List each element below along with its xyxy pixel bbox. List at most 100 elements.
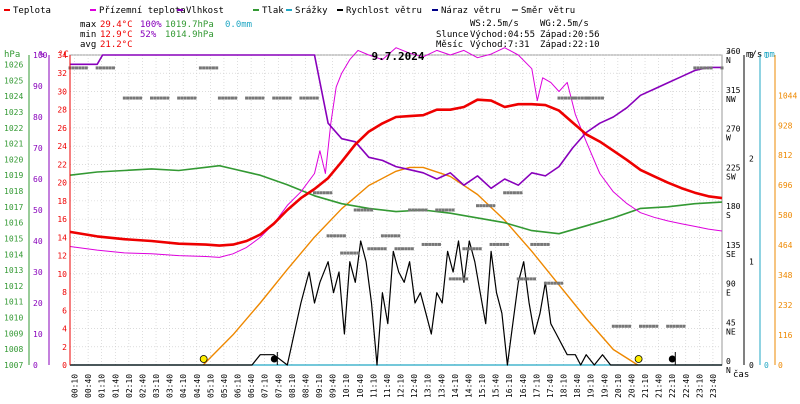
moon-set: Západ:22:10: [540, 40, 600, 50]
wind-dir-point: [618, 324, 622, 328]
wind-dir-point: [336, 234, 340, 238]
wind-dir-point: [404, 247, 408, 251]
wind-dir-point: [408, 208, 412, 212]
wind-dir-point: [208, 66, 212, 70]
svg-text:Tlak: Tlak: [262, 6, 284, 16]
tick-label: 19:40: [600, 374, 609, 398]
tick-label: 1013: [4, 266, 23, 275]
tick-label: 12: [57, 252, 67, 261]
wind-dir-point: [139, 96, 143, 100]
wind-dir-point: [108, 66, 112, 70]
tick-label: 100: [33, 51, 48, 60]
wind-dir-point: [465, 277, 469, 281]
tick-label: 1017: [4, 203, 23, 212]
wind-dir-point: [126, 96, 130, 100]
wind-dir-point: [462, 247, 466, 251]
tick-label: 464: [778, 241, 793, 250]
wind-dir-point: [282, 96, 286, 100]
sun-set: Západ:20:56: [540, 30, 600, 40]
ground-temp-line: [69, 47, 723, 258]
tick-label: 30: [57, 87, 67, 96]
svg-text:Vlhkost: Vlhkost: [186, 6, 224, 16]
wind-dir-point: [567, 96, 571, 100]
chart-title: 9.7.2024: [372, 50, 425, 63]
wind-dir-point: [329, 191, 333, 195]
wind-dir-point: [363, 208, 367, 212]
stats-min-press: 1014.9hPa: [165, 30, 214, 40]
grid: [69, 54, 723, 366]
tick-label: 26: [57, 124, 67, 133]
wind-dir-point: [472, 247, 476, 251]
wind-speed-line: [70, 240, 722, 366]
wind-dir-point: [95, 66, 99, 70]
tick-label: 0: [62, 361, 67, 370]
wind-dir-point: [543, 242, 547, 246]
legend-item-humidity: Vlhkost: [177, 6, 224, 16]
wind-dir-point: [434, 242, 438, 246]
wind-dir-point: [461, 277, 465, 281]
tick-label: 04:40: [193, 374, 202, 398]
wind-dir-point: [597, 96, 601, 100]
tick-label: 1011: [4, 298, 23, 307]
wind-dir-point: [221, 96, 225, 100]
tick-label: 45: [726, 318, 736, 327]
sunset-icon: [634, 355, 643, 363]
wind-dir-point: [193, 96, 197, 100]
wind-dir-point: [397, 247, 401, 251]
tick-label: 19:10: [587, 374, 596, 398]
wind-dir-point: [478, 247, 482, 251]
wind-dir-point: [373, 247, 377, 251]
tick-label: 0: [764, 361, 769, 370]
tick-label: 20: [33, 299, 43, 308]
wind-dir-point: [492, 204, 496, 208]
stats-avg-temp: 21.2°C: [100, 40, 133, 50]
wind-dir-point: [628, 324, 632, 328]
wind-dir-point: [669, 324, 673, 328]
tick-label: 1023: [4, 108, 23, 117]
legend-item-wind-dir: Směr větru: [512, 6, 575, 16]
tick-label: 15:10: [478, 374, 487, 398]
wind-dir-point: [102, 66, 106, 70]
tick-label: 24: [57, 142, 67, 151]
wind-dir-point: [186, 96, 190, 100]
wind-dir-point: [529, 277, 533, 281]
wind-dir-point: [441, 208, 445, 212]
wind-dir-point: [560, 281, 564, 285]
wind-dir-point: [679, 324, 683, 328]
wind-dir-point: [482, 204, 486, 208]
wind-dir-point: [431, 242, 435, 246]
wind-dir-point: [526, 277, 530, 281]
wind-dir-point: [503, 191, 507, 195]
wind-dir-point: [230, 96, 234, 100]
wind-dir-point: [356, 251, 360, 255]
wind-dir-point: [564, 96, 568, 100]
wind-dir-point: [340, 251, 344, 255]
wind-dir-point: [387, 234, 391, 238]
wind-dir-point: [410, 247, 414, 251]
wind-dir-point: [272, 96, 276, 100]
wind-dir-point: [129, 96, 133, 100]
wind-dir-point: [571, 96, 575, 100]
wind-dir-point: [516, 277, 520, 281]
tick-label: 1026: [4, 60, 23, 69]
wind-dir-point: [536, 242, 540, 246]
svg-text:Srážky: Srážky: [295, 6, 328, 16]
tick-label: 05:40: [220, 374, 229, 398]
tick-label: 1022: [4, 124, 23, 133]
wind-dir-point: [81, 66, 85, 70]
wind-dir-point: [496, 242, 500, 246]
wind-dir-point: [540, 242, 544, 246]
wind-dir-point: [78, 66, 82, 70]
wind-dir-point: [190, 96, 194, 100]
wind-dir-point: [428, 242, 432, 246]
tick-label: 90: [33, 82, 43, 91]
wind-dir-point: [111, 66, 115, 70]
moon-rise: Východ:7:31: [470, 40, 530, 50]
tick-label: 1007: [4, 361, 23, 370]
wind-dir-point: [411, 208, 415, 212]
tick-label: 1: [749, 258, 754, 267]
wind-dir-point: [639, 324, 642, 328]
stats-block: max 29.4°C 100% 1019.7hPa 0.0mm min 12.9…: [80, 20, 252, 50]
wind-dir-point: [505, 242, 509, 246]
wind-dir-point: [393, 234, 397, 238]
